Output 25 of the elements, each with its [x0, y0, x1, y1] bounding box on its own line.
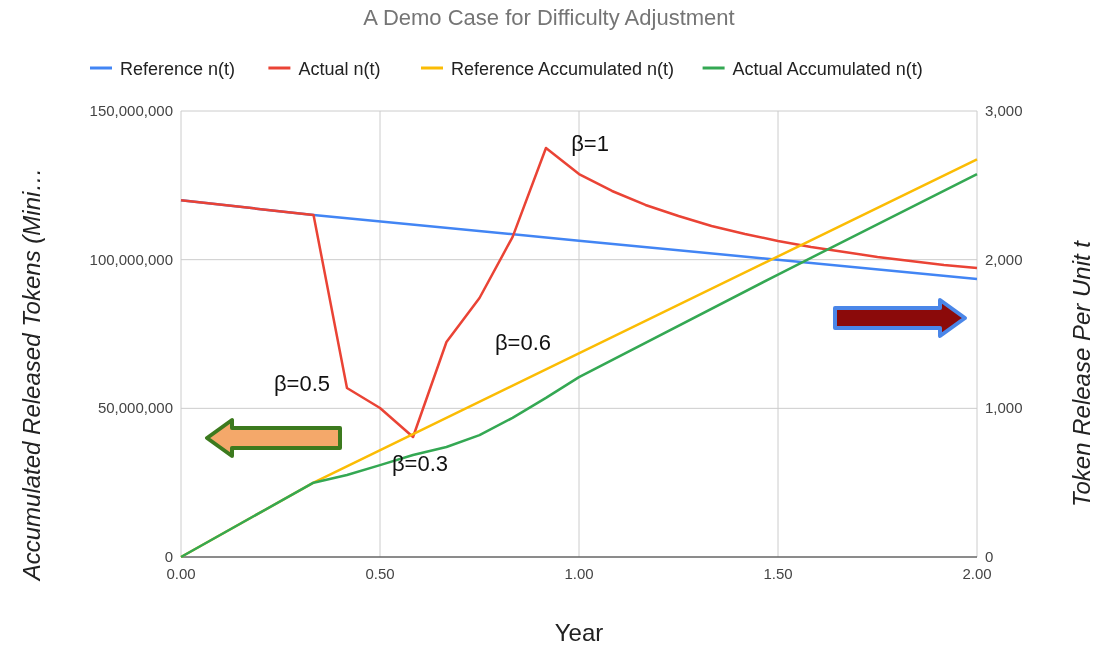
- annotation: β=0.3: [391, 451, 449, 476]
- y-tick-label: 150,000,000: [89, 102, 173, 119]
- annotation: β=0.6: [494, 330, 552, 355]
- annotation: β=1: [571, 131, 609, 156]
- y-axis-title: Accumulated Released Tokens (Mini…: [18, 167, 45, 583]
- x-tick-label: 0.00: [166, 565, 196, 582]
- x-axis-title: Year: [554, 619, 604, 646]
- y-tick-label: 50,000,000: [97, 399, 173, 417]
- legend-label: Actual n(t): [298, 59, 381, 79]
- y-tick-label: 0: [164, 548, 173, 565]
- y2-tick-label: 3,000: [985, 102, 1023, 119]
- y2-axis-title: Token Release Per Unit t: [1068, 239, 1095, 507]
- y2-tick-label: 1,000: [985, 399, 1023, 417]
- x-tick-label: 1.50: [763, 565, 793, 582]
- x-tick-label: 1.00: [564, 565, 594, 582]
- y2-tick-label: 0: [985, 548, 994, 565]
- legend-label: Reference Accumulated n(t): [451, 59, 675, 79]
- chart-title: A Demo Case for Difficulty Adjustment: [363, 5, 735, 30]
- y-tick-label: 100,000,000: [89, 250, 173, 268]
- x-tick-label: 0.50: [365, 565, 395, 582]
- legend-label: Reference n(t): [120, 59, 236, 79]
- annotation: β=0.5: [273, 371, 331, 396]
- legend-label: Actual Accumulated n(t): [732, 59, 923, 79]
- x-tick-label: 2.00: [962, 565, 992, 582]
- y2-tick-label: 2,000: [985, 250, 1023, 268]
